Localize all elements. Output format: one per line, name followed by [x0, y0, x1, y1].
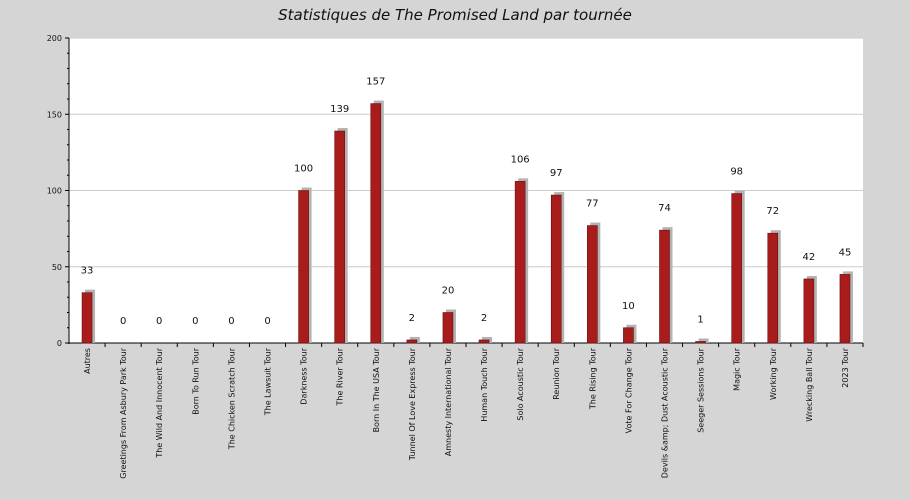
bar	[695, 341, 706, 344]
y-tick-label: 100	[47, 187, 62, 196]
bar	[550, 194, 562, 344]
data-label: 0	[228, 316, 234, 327]
data-label: 0	[264, 316, 270, 327]
bar	[442, 312, 454, 344]
bar	[406, 339, 418, 344]
data-label: 2	[481, 313, 487, 324]
data-label: 45	[839, 247, 852, 258]
x-tick-label: Devils &amp; Dust Acoustic Tour	[661, 347, 670, 478]
data-label: 1	[697, 314, 703, 325]
x-tick-label: Seeger Sessions Tour	[697, 347, 706, 432]
bar	[478, 339, 490, 344]
data-label: 139	[330, 104, 349, 115]
x-tick-label: Tunnel Of Love Express Tour	[408, 347, 417, 461]
x-tick-label: The Rising Tour	[588, 347, 597, 410]
x-tick-label: 2023 Tour	[841, 347, 850, 387]
x-tick-label: Autres	[83, 348, 92, 374]
bar	[839, 274, 851, 344]
data-label: 98	[730, 167, 743, 178]
x-tick-label: Human Touch Tour	[480, 347, 489, 421]
data-label: 157	[366, 77, 385, 88]
chart-title: Statistiques de The Promised Land par to…	[278, 6, 632, 24]
y-tick-label: 200	[47, 34, 62, 43]
x-tick-label: The Chicken Scratch Tour	[227, 347, 236, 450]
x-tick-label: Working Tour	[769, 347, 778, 400]
data-label: 42	[802, 252, 815, 263]
x-tick-label: Darkness Tour	[300, 347, 309, 404]
bar	[623, 327, 634, 344]
x-tick-label: Greetings From Asbury Park Tour	[119, 347, 128, 478]
y-tick-label: 0	[57, 339, 62, 348]
data-label: 0	[192, 316, 198, 327]
x-tick-label: Amnesty International Tour	[444, 347, 453, 456]
data-label: 72	[766, 206, 779, 217]
data-label: 0	[156, 316, 162, 327]
x-tick-label: Solo Acoustic Tour	[516, 347, 525, 420]
x-tick-label: Wrecking Ball Tour	[805, 347, 814, 421]
bar	[803, 278, 815, 344]
data-label: 74	[658, 203, 671, 214]
x-tick-label: The River Tour	[336, 347, 345, 406]
data-label: 106	[511, 154, 530, 165]
y-tick-label: 150	[47, 110, 62, 119]
bar-shadow	[698, 338, 709, 343]
bar	[659, 229, 670, 344]
data-label: 100	[294, 164, 313, 175]
bar	[767, 232, 779, 344]
bar	[370, 103, 382, 344]
bar	[587, 225, 598, 344]
x-tick-label: The Lawsuit Tour	[264, 347, 273, 416]
data-label: 97	[550, 168, 563, 179]
bar	[334, 130, 345, 344]
x-tick-label: Reunion Tour	[552, 347, 561, 399]
bar	[731, 193, 742, 344]
data-label: 33	[81, 266, 94, 277]
bar	[81, 292, 93, 344]
data-label: 0	[120, 316, 126, 327]
y-tick-label: 50	[52, 263, 62, 272]
bar	[298, 190, 309, 344]
x-tick-label: The Wild And Innocent Tour	[155, 347, 164, 458]
x-tick-label: Magic Tour	[733, 347, 742, 391]
bar	[514, 181, 526, 344]
data-label: 77	[586, 199, 599, 210]
data-label: 2	[409, 313, 415, 324]
x-tick-label: Born To Run Tour	[191, 347, 200, 414]
data-label: 10	[622, 301, 635, 312]
x-tick-label: Born In The USA Tour	[372, 347, 381, 432]
x-tick-label: Vote For Change Tour	[624, 347, 633, 433]
data-label: 20	[442, 286, 455, 297]
